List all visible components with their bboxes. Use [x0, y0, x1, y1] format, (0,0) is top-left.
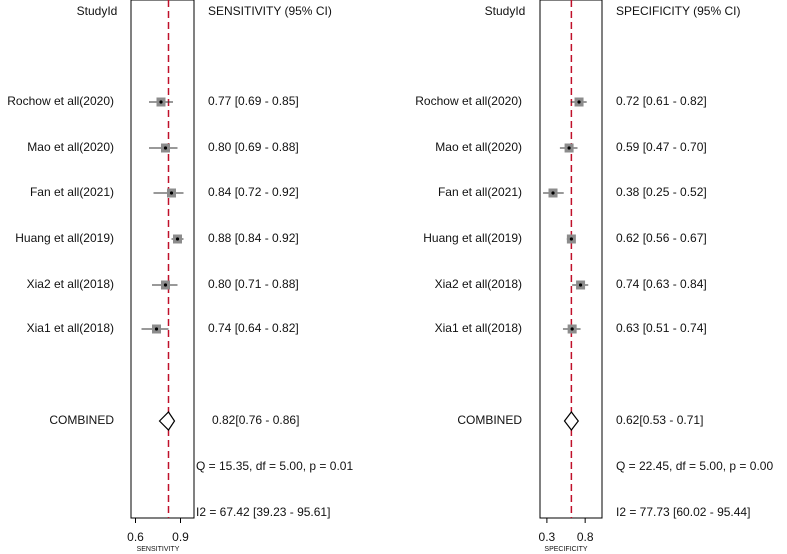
- combined-diamond: [158, 411, 176, 431]
- x-tick-label: 0.9: [172, 530, 189, 544]
- study-name: Xia2 et all(2018): [435, 277, 522, 291]
- ci-label: 0.62 [0.56 - 0.67]: [616, 231, 707, 245]
- study-point: [169, 191, 174, 195]
- heterogeneity-stat: I2 = 77.73 [60.02 - 95.44]: [616, 505, 750, 519]
- study-name: Rochow et all(2020): [7, 94, 114, 108]
- study-name: Mao et all(2020): [435, 140, 522, 154]
- study-name: Xia1 et all(2018): [435, 321, 522, 335]
- heterogeneity-stat: Q = 22.45, df = 5.00, p = 0.00: [616, 459, 773, 473]
- column-header: StudyId: [77, 4, 118, 18]
- ci-label: 0.72 [0.61 - 0.82]: [616, 94, 707, 108]
- x-tick-label: 0.8: [577, 530, 594, 544]
- study-name: Xia2 et all(2018): [27, 277, 114, 291]
- study-point: [551, 191, 555, 195]
- ci-label: 0.80 [0.69 - 0.88]: [208, 140, 299, 154]
- combined-ci-label: 0.62[0.53 - 0.71]: [616, 413, 703, 427]
- study-point: [159, 100, 163, 104]
- x-tick-label: 0.3: [539, 530, 556, 544]
- study-point: [577, 100, 581, 104]
- ci-label: 0.63 [0.51 - 0.74]: [616, 321, 707, 335]
- combined-diamond: [563, 411, 580, 431]
- ci-label: 0.88 [0.84 - 0.92]: [208, 231, 299, 245]
- ci-label: 0.84 [0.72 - 0.92]: [208, 185, 299, 199]
- study-name: Rochow et all(2020): [415, 94, 522, 108]
- study-point: [569, 237, 573, 241]
- plot-box: [130, 0, 195, 519]
- study-name: Huang et all(2019): [423, 231, 522, 245]
- study-name: Fan et all(2021): [30, 185, 114, 199]
- ci-label: 0.77 [0.69 - 0.85]: [208, 94, 299, 108]
- study-point: [154, 327, 159, 331]
- combined-label: COMBINED: [49, 413, 114, 427]
- study-point: [175, 237, 180, 241]
- study-point: [163, 146, 168, 150]
- study-point: [578, 283, 583, 287]
- x-axis-label: SPECIFICITY: [544, 546, 588, 553]
- study-point: [567, 146, 571, 150]
- study-point: [163, 283, 168, 287]
- study-point: [570, 327, 574, 331]
- heterogeneity-stat: I2 = 67.42 [39.23 - 95.61]: [196, 505, 330, 519]
- study-name: Huang et all(2019): [15, 231, 114, 245]
- study-name: Xia1 et all(2018): [27, 321, 114, 335]
- ci-label: 0.74 [0.63 - 0.84]: [616, 277, 707, 291]
- combined-label: COMBINED: [457, 413, 522, 427]
- combined-ci-label: 0.82[0.76 - 0.86]: [212, 413, 299, 427]
- ci-label: 0.80 [0.71 - 0.88]: [208, 277, 299, 291]
- ci-label: 0.59 [0.47 - 0.70]: [616, 140, 707, 154]
- column-header: StudyId: [485, 4, 526, 18]
- ci-label: 0.38 [0.25 - 0.52]: [616, 185, 707, 199]
- column-header: SPECIFICITY (95% CI): [616, 4, 740, 18]
- heterogeneity-stat: Q = 15.35, df = 5.00, p = 0.01: [196, 459, 353, 473]
- study-name: Mao et all(2020): [27, 140, 114, 154]
- ci-label: 0.74 [0.64 - 0.82]: [208, 321, 299, 335]
- x-axis-label: SENSITIVITY: [137, 546, 180, 553]
- x-tick-label: 0.6: [127, 530, 144, 544]
- study-name: Fan et all(2021): [438, 185, 522, 199]
- column-header: SENSITIVITY (95% CI): [208, 4, 332, 18]
